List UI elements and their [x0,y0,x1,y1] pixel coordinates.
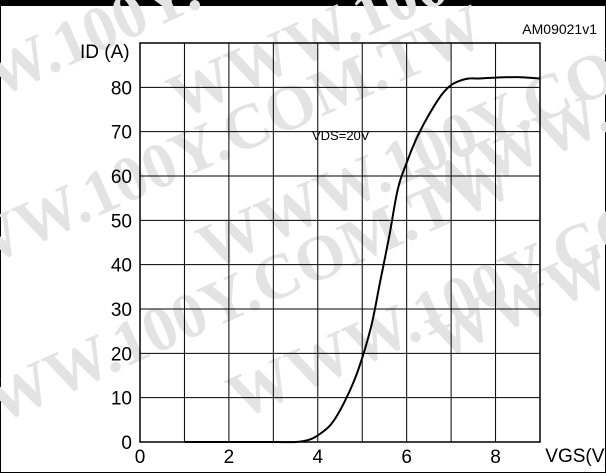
transfer-curve [184,76,541,444]
condition-annotation: VDS=20V [312,128,370,143]
series-layer [184,76,541,444]
y-tick-label: 60 [111,167,132,188]
reference-code: AM09021v1 [522,21,597,37]
y-tick-label: 30 [111,300,132,321]
y-axis-title: ID (A) [80,42,130,63]
labels-layer: 0 10 20 30 40 50 60 70 80 0 2 4 6 8 [111,78,501,468]
x-axis-title: VGS(V) [545,446,606,467]
x-tick-label: 0 [135,447,146,468]
x-tick-label: 6 [401,447,412,468]
x-tick-label: 4 [312,447,323,468]
y-tick-label: 20 [111,344,132,365]
y-tick-label: 40 [111,256,132,277]
x-tick-label: 8 [490,447,501,468]
plot-frame [139,42,541,443]
watermark-layer: WWW.100Y.COM.TWWWW.100Y.COM.TWWWW.100Y.C… [0,0,606,463]
x-tick-label: 2 [224,447,235,468]
y-tick-label: 10 [111,389,132,410]
grid-layer [139,42,541,443]
header-strip [0,0,606,6]
y-tick-label: 80 [111,78,132,99]
y-tick-label: 0 [121,433,132,454]
y-tick-label: 70 [111,123,132,144]
y-tick-label: 50 [111,211,132,232]
